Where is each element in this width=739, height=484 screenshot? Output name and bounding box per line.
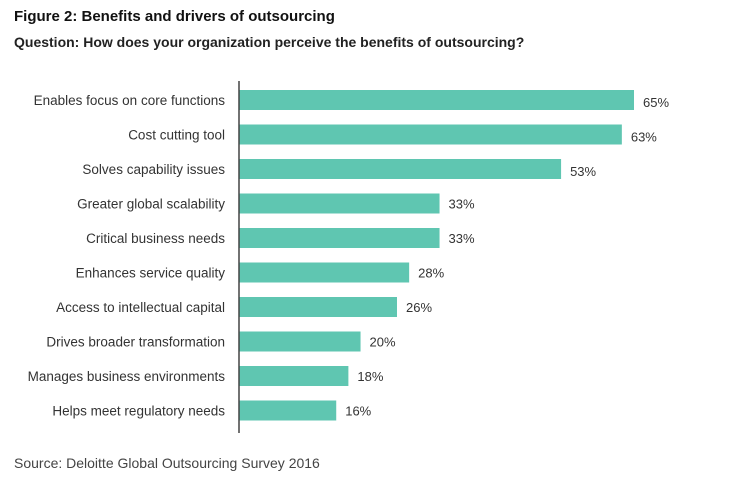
bar (239, 331, 361, 352)
category-label: Critical business needs (86, 231, 225, 246)
value-label: 26% (406, 300, 432, 315)
chart-subtitle: Question: How does your organization per… (14, 34, 525, 50)
bar (239, 262, 410, 283)
value-label: 63% (631, 130, 657, 145)
bar (239, 400, 337, 421)
value-label: 16% (345, 404, 371, 419)
value-label: 20% (370, 335, 396, 350)
bar (239, 124, 622, 145)
value-label: 33% (449, 231, 475, 246)
bar (239, 159, 562, 179)
bar (239, 366, 349, 386)
bar (239, 90, 634, 110)
value-label: 18% (357, 369, 383, 384)
bar-chart: Enables focus on core functions 65% Cost c… (28, 81, 669, 433)
bars-group: Enables focus on core functions 65% Cost c… (28, 90, 669, 421)
source-note: Source: Deloitte Global Outsourcing Surv… (14, 455, 320, 471)
category-label: Enables focus on core functions (34, 93, 226, 108)
category-label: Drives broader transformation (46, 335, 225, 350)
category-label: Cost cutting tool (128, 128, 225, 143)
value-label: 53% (570, 164, 596, 179)
chart-title: Figure 2: Benefits and drivers of outsou… (14, 8, 335, 25)
value-label: 28% (418, 266, 444, 281)
value-label: 33% (449, 197, 475, 212)
category-label: Helps meet regulatory needs (52, 404, 225, 419)
category-label: Solves capability issues (82, 162, 225, 177)
category-label: Manages business environments (28, 369, 226, 384)
value-label: 65% (643, 95, 669, 110)
category-label: Access to intellectual capital (56, 300, 225, 315)
bar (239, 297, 397, 317)
bar (239, 193, 440, 214)
category-label: Enhances service quality (76, 266, 226, 281)
bar (239, 228, 440, 248)
category-label: Greater global scalability (77, 197, 225, 212)
